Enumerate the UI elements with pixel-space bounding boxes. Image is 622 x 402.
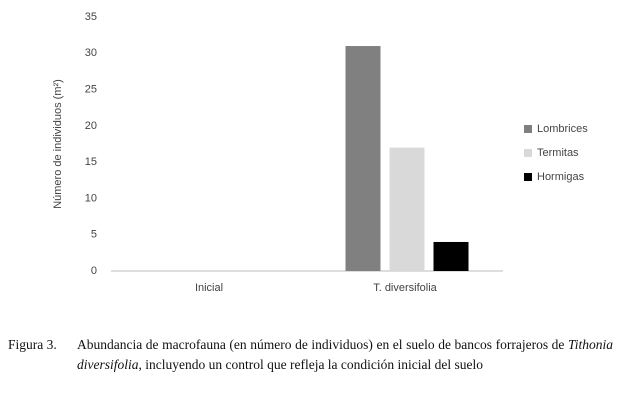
legend-swatch (524, 125, 532, 133)
y-axis-label: Número de individuos (m²) (52, 79, 64, 209)
legend-swatch (524, 149, 532, 157)
caption-species: Tithonia diversifolia (77, 337, 613, 372)
bar (433, 241, 469, 271)
y-tick-label: 10 (85, 192, 97, 204)
legend-label: Termitas (537, 147, 579, 159)
bar (345, 46, 381, 272)
y-tick-label: 25 (85, 83, 97, 95)
y-tick-label: 5 (91, 229, 97, 241)
y-tick-label: 15 (85, 156, 97, 168)
chart: Número de individuos (m²) 0 5 10 15 20 25 30 35… (52, 11, 588, 294)
y-tick-label: 20 (85, 120, 97, 132)
caption: Figura 3. Abundancia de macrofauna (en n… (8, 335, 613, 374)
y-tick-label: 30 (85, 47, 97, 59)
legend-label: Hormigas (537, 171, 585, 183)
legend-label: Lombrices (537, 123, 588, 135)
y-tick-label: 35 (85, 11, 97, 23)
legend-swatch (524, 173, 532, 181)
y-tick-label: 0 (91, 265, 97, 277)
caption-text: Abundancia de macrofauna (en número de i… (77, 335, 613, 374)
x-tick-label: Inicial (195, 282, 223, 294)
x-tick-label: T. diversifolia (373, 282, 437, 294)
caption-part: , incluyendo un control que refleja la c… (138, 356, 484, 372)
bar (389, 147, 425, 271)
caption-label: Figura 3. (8, 337, 57, 352)
caption-part: Abundancia de macrofauna (en número de i… (77, 337, 568, 352)
